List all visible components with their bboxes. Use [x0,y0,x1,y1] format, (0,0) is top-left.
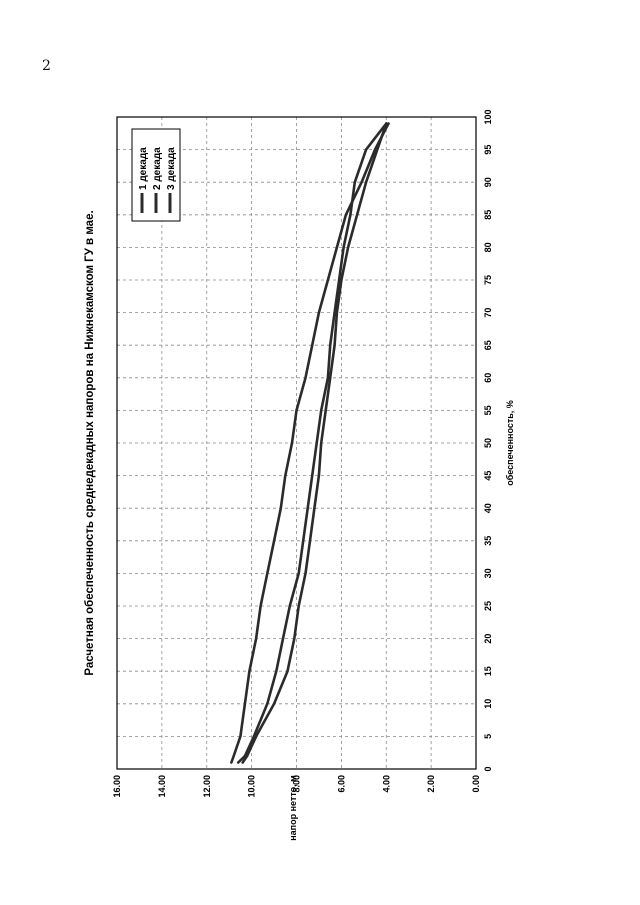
y-tick-label: 4.00 [381,775,391,793]
page-number: 2 [42,58,51,74]
series-line-1 [230,122,390,764]
x-tick-label: 10 [483,699,493,709]
y-tick-label: 16.00 [112,775,122,798]
tick-labels: 0 5 10 15 20 25 30 35 40 45 50 55 60 65 70 75 80 85 90 95 10… [112,109,493,797]
x-tick-label: 55 [483,405,493,415]
y-tick-label: 2.00 [426,775,436,793]
y-tick-label: 12.00 [202,775,212,798]
x-tick-label: 75 [483,275,493,285]
x-tick-label: 5 [483,734,493,739]
y-tick-label: 14.00 [157,775,167,798]
x-tick-label: 40 [483,503,493,513]
legend-label-1: 1 декада [138,147,149,190]
x-axis-title: обеспеченность, % [505,400,515,486]
chart-title: Расчетная обеспеченность среднедекадных … [84,210,96,675]
y-axis-title: напор нетто, м [288,775,298,841]
x-tick-label: 50 [483,438,493,448]
x-tick-label: 15 [483,666,493,676]
y-tick-label: 0.00 [471,775,481,793]
y-tick-label: 10.00 [247,775,257,798]
series-layer [230,122,390,764]
plot-frame [116,116,477,770]
x-tick-label: 60 [483,373,493,383]
x-tick-label: 80 [483,242,493,252]
x-tick-label: 25 [483,601,493,611]
x-tick-label: 0 [483,766,493,771]
x-tick-label: 35 [483,536,493,546]
x-tick-label: 100 [483,109,493,124]
x-tick-label: 70 [483,308,493,318]
x-tick-label: 45 [483,471,493,481]
y-tick-label: 8.00 [292,775,302,793]
series-line-2 [236,122,388,764]
grid [117,117,476,769]
x-tick-label: 85 [483,210,493,220]
x-tick-label: 95 [483,145,493,155]
x-tick-label: 65 [483,340,493,350]
legend-label-3: 3 декада [166,147,177,190]
legend-label-2: 2 декада [152,147,163,190]
y-tick-label: 6.00 [336,775,346,793]
x-tick-label: 30 [483,568,493,578]
series-line-3 [241,122,388,764]
x-tick-label: 90 [483,177,493,187]
x-tick-label: 20 [483,634,493,644]
legend: 1 декада 2 декада 3 декада [131,128,181,222]
